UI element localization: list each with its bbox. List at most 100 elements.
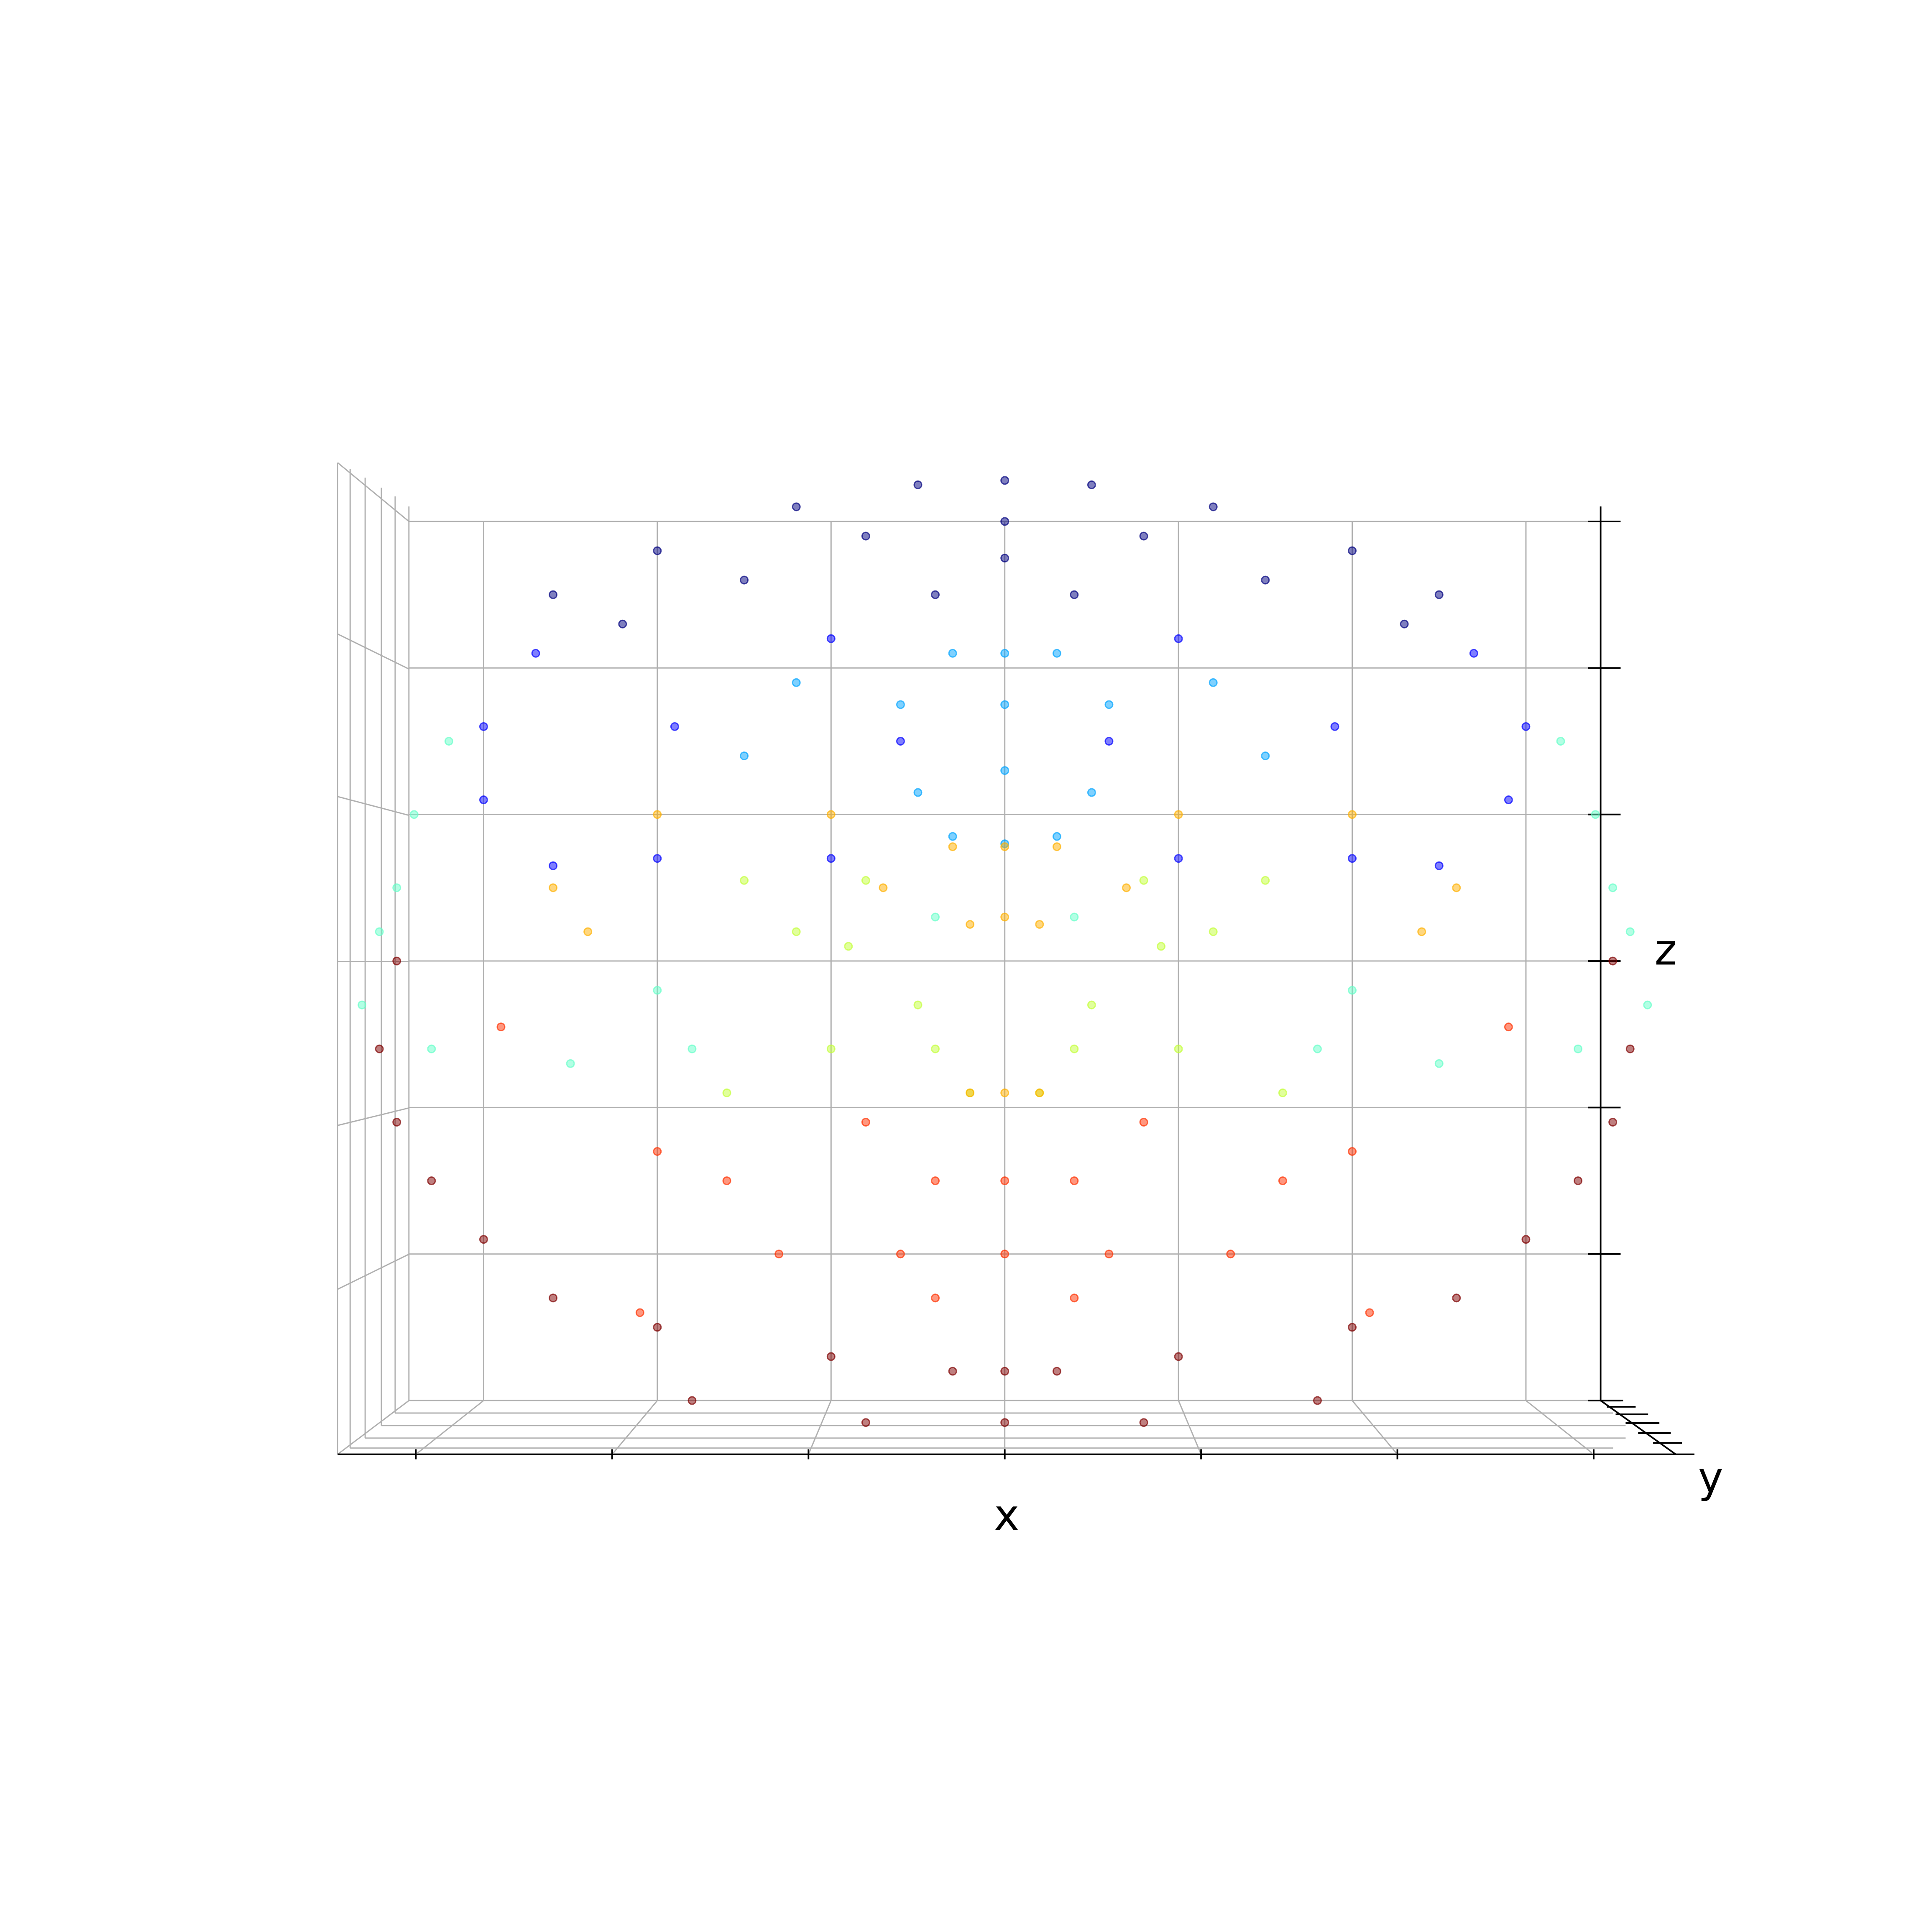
point bbox=[861, 876, 870, 885]
point bbox=[1070, 1176, 1079, 1186]
point bbox=[1070, 590, 1079, 599]
point bbox=[1313, 1044, 1322, 1053]
point bbox=[931, 1293, 940, 1303]
point bbox=[1139, 532, 1148, 541]
point bbox=[1000, 842, 1009, 851]
point bbox=[1209, 678, 1218, 687]
point bbox=[826, 1044, 836, 1053]
point bbox=[1000, 1418, 1009, 1427]
point bbox=[1000, 1367, 1009, 1376]
point bbox=[549, 883, 558, 892]
point bbox=[931, 912, 940, 922]
point bbox=[1139, 1117, 1148, 1127]
point bbox=[1209, 502, 1218, 511]
point bbox=[826, 810, 836, 819]
point bbox=[1417, 927, 1426, 936]
point bbox=[1226, 1250, 1235, 1259]
pane-edge bbox=[337, 1107, 409, 1126]
point bbox=[653, 1323, 662, 1332]
point bbox=[479, 795, 488, 805]
point bbox=[1452, 883, 1461, 892]
point bbox=[566, 1059, 575, 1068]
point bbox=[1087, 1000, 1096, 1009]
point bbox=[358, 1000, 367, 1009]
point bbox=[549, 861, 558, 870]
y-axis-label: y bbox=[1698, 1453, 1723, 1502]
point bbox=[1174, 634, 1183, 643]
point bbox=[792, 502, 801, 511]
point bbox=[1000, 1250, 1009, 1259]
point bbox=[1261, 876, 1270, 885]
grid bbox=[409, 521, 1621, 1459]
point bbox=[931, 1044, 940, 1053]
point bbox=[861, 1418, 870, 1427]
point bbox=[375, 927, 384, 936]
point bbox=[1348, 986, 1357, 995]
point bbox=[861, 1117, 870, 1127]
point bbox=[1000, 476, 1009, 485]
point bbox=[1278, 1176, 1287, 1186]
point bbox=[635, 1308, 644, 1317]
point bbox=[1574, 1176, 1583, 1186]
series bbox=[496, 1022, 1513, 1317]
point bbox=[1122, 883, 1131, 892]
series bbox=[549, 476, 1444, 629]
point bbox=[913, 480, 923, 489]
point bbox=[1625, 927, 1635, 936]
point bbox=[1035, 920, 1044, 929]
pane-edge bbox=[337, 633, 409, 670]
point bbox=[618, 619, 627, 629]
point bbox=[653, 546, 662, 555]
point bbox=[931, 1176, 940, 1186]
z-axis-label: z bbox=[1654, 925, 1676, 974]
point bbox=[531, 649, 540, 658]
point bbox=[826, 1352, 836, 1361]
point bbox=[687, 1396, 697, 1405]
point bbox=[1000, 912, 1009, 922]
point bbox=[1434, 861, 1444, 870]
point bbox=[1000, 766, 1009, 775]
point bbox=[792, 678, 801, 687]
point bbox=[1521, 722, 1531, 731]
point bbox=[1035, 1088, 1044, 1097]
x-floor-line bbox=[1178, 1400, 1202, 1455]
point bbox=[1434, 590, 1444, 599]
point bbox=[948, 842, 957, 851]
point bbox=[1139, 876, 1148, 885]
point bbox=[1000, 1176, 1009, 1186]
point bbox=[896, 700, 905, 709]
point bbox=[427, 1044, 436, 1053]
point bbox=[653, 854, 662, 863]
point bbox=[1261, 575, 1270, 585]
point bbox=[740, 751, 749, 760]
x-floor-line bbox=[1352, 1400, 1398, 1455]
point bbox=[392, 956, 401, 966]
series bbox=[358, 737, 1652, 1068]
point bbox=[1139, 1418, 1148, 1427]
point bbox=[1278, 1088, 1287, 1097]
x-floor-line bbox=[611, 1400, 658, 1455]
point bbox=[792, 927, 801, 936]
point bbox=[1000, 700, 1009, 709]
point bbox=[1643, 1000, 1652, 1009]
point bbox=[549, 590, 558, 599]
point bbox=[1469, 649, 1478, 658]
point bbox=[1000, 517, 1009, 526]
point bbox=[1434, 1059, 1444, 1068]
series bbox=[375, 956, 1635, 1427]
point bbox=[1087, 480, 1096, 489]
point bbox=[948, 1367, 957, 1376]
point bbox=[1521, 1235, 1531, 1244]
point bbox=[1504, 1022, 1513, 1032]
point bbox=[1052, 832, 1061, 841]
point bbox=[1000, 554, 1009, 563]
pane-edge bbox=[337, 796, 409, 816]
pane-edge bbox=[337, 462, 409, 522]
point bbox=[479, 1235, 488, 1244]
point bbox=[653, 1147, 662, 1156]
pane-edge bbox=[337, 1400, 409, 1455]
point bbox=[913, 788, 923, 797]
point bbox=[496, 1022, 506, 1032]
x-axis-label: x bbox=[994, 1490, 1019, 1540]
pane-edge bbox=[337, 1253, 409, 1290]
